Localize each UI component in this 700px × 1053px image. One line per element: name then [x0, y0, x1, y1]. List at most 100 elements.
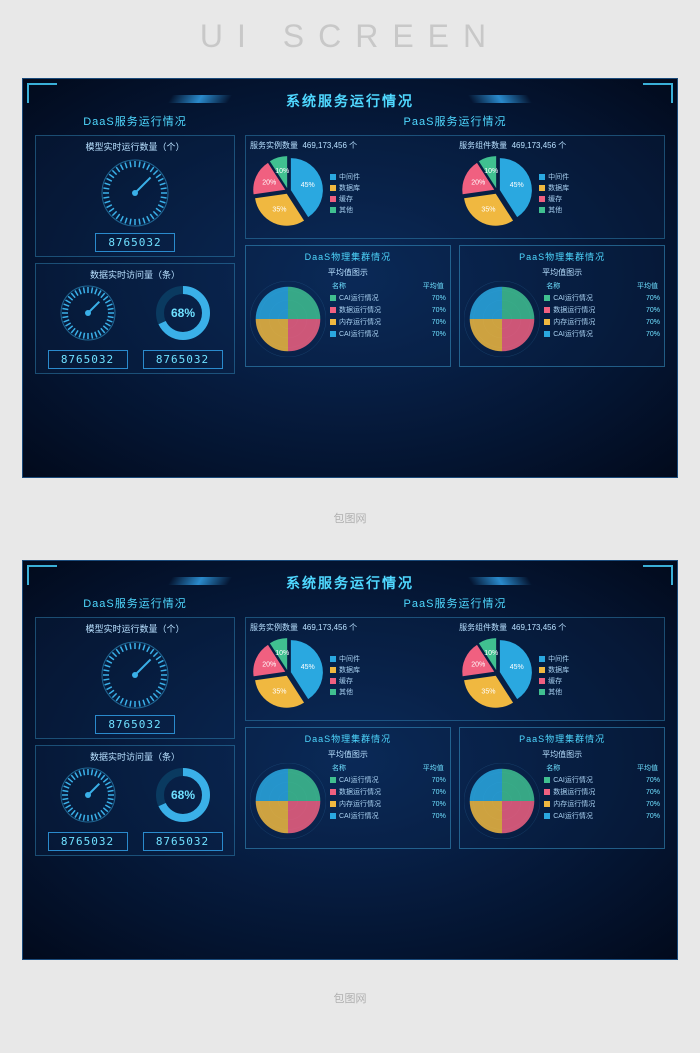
ring-value-box: 8765032	[143, 350, 223, 369]
legend-item: 缓存	[539, 194, 569, 204]
cluster-avg-label: 平均值图示	[250, 267, 446, 278]
left-section: DaaS服务运行情况 模型实时运行数量（个） 8765032 数据实时访问量（条…	[35, 113, 235, 374]
cluster-legend: 名称平均值 CAI运行情况70%数据运行情况70%内存运行情况70%CAI运行情…	[330, 763, 446, 844]
cluster-radar-chart	[250, 281, 330, 362]
cluster-row: 数据运行情况70%	[330, 787, 446, 797]
cluster-panel: DaaS物理集群情况 平均值图示 名称平均值 CAI运行情况70%数据运行情况7…	[245, 727, 451, 849]
svg-text:35%: 35%	[272, 689, 286, 696]
svg-text:20%: 20%	[471, 661, 485, 668]
legend-item: 中间件	[330, 172, 360, 182]
gauge-value-box: 8765032	[95, 233, 175, 252]
pie-head-value: 469,173,456 个	[512, 623, 567, 632]
gauge-value-box: 8765032	[95, 715, 175, 734]
gauge-chart	[40, 159, 230, 227]
cluster-title: PaaS物理集群情况	[464, 250, 660, 263]
cluster-row: 数据运行情况70%	[544, 305, 660, 315]
cluster-panel: PaaS物理集群情况 平均值图示 名称平均值 CAI运行情况70%数据运行情况7…	[459, 727, 665, 849]
cluster-row-wrap: DaaS物理集群情况 平均值图示 名称平均值 CAI运行情况70%数据运行情况7…	[245, 245, 665, 367]
cluster-row: 内存运行情况70%	[330, 317, 446, 327]
pie-chart-block: 服务组件数量 469,173,456 个 45% 35% 20% 10% 中间件数据库…	[459, 622, 660, 716]
cluster-row: 内存运行情况70%	[544, 799, 660, 809]
svg-text:20%: 20%	[262, 661, 276, 668]
gauge-label: 数据实时访问量（条）	[40, 750, 230, 763]
main-title-bar: 系统服务运行情况	[210, 569, 490, 597]
corner-decoration-icon	[27, 565, 77, 595]
cluster-panel: PaaS物理集群情况 平均值图示 名称平均值 CAI运行情况70%数据运行情况7…	[459, 245, 665, 367]
pie-chart-block: 服务实例数量 469,173,456 个 45%35%20%10% 中间件数据库…	[250, 622, 451, 716]
legend-item: 中间件	[330, 654, 360, 664]
cluster-avg-label: 平均值图示	[464, 267, 660, 278]
pie-chart: 45% 35% 20% 10%	[250, 635, 326, 716]
svg-text:35%: 35%	[482, 207, 496, 214]
cluster-title: DaaS物理集群情况	[250, 250, 446, 263]
cluster-row: CAI运行情况70%	[544, 775, 660, 785]
gauge-label: 模型实时运行数量（个）	[40, 622, 230, 635]
cluster-radar-chart	[464, 281, 544, 362]
pie-chart-block: 服务组件数量 469,173,456 个 45%35%20%10% 中间件数据库…	[459, 140, 660, 234]
cluster-title: PaaS物理集群情况	[464, 732, 660, 745]
left-panel-title: DaaS服务运行情况	[35, 113, 235, 129]
pie-head-value: 469,173,456 个	[302, 141, 357, 150]
gauge-chart	[40, 641, 230, 709]
gauge-value-box: 8765032	[48, 350, 128, 369]
gauge-label: 模型实时运行数量（个）	[40, 140, 230, 153]
legend-item: 其他	[330, 205, 360, 215]
cluster-title: DaaS物理集群情况	[250, 732, 446, 745]
svg-text:45%: 45%	[301, 182, 315, 189]
right-panel-title: PaaS服务运行情况	[245, 595, 665, 611]
legend-item: 数据库	[330, 665, 360, 675]
left-panel-title: DaaS服务运行情况	[35, 595, 235, 611]
svg-text:10%: 10%	[275, 168, 289, 175]
cluster-radar-chart	[464, 763, 544, 844]
gauge-panel-top: 模型实时运行数量（个） 8765032	[35, 135, 235, 257]
legend-item: 数据库	[539, 183, 569, 193]
site-watermark: 包图网	[334, 510, 367, 526]
gauge-panel-bottom: 数据实时访问量（条） 8765032 68% 8765032	[35, 745, 235, 856]
svg-text:35%: 35%	[482, 689, 496, 696]
dashboard-preview-top: 系统服务运行情况 DaaS服务运行情况 模型实时运行数量（个） 8765032 …	[22, 78, 678, 478]
legend-item: 缓存	[539, 676, 569, 686]
svg-text:45%: 45%	[510, 664, 524, 671]
cluster-row: 数据运行情况70%	[544, 787, 660, 797]
pie-legend: 中间件数据库缓存其他	[330, 171, 360, 216]
legend-item: 其他	[330, 687, 360, 697]
svg-text:10%: 10%	[484, 650, 498, 657]
page-watermark: UI SCREEN	[200, 18, 500, 55]
svg-text:10%: 10%	[484, 168, 498, 175]
cluster-row: CAI运行情况70%	[330, 329, 446, 339]
right-panel-title: PaaS服务运行情况	[245, 113, 665, 129]
main-title: 系统服务运行情况	[210, 87, 490, 115]
legend-item: 缓存	[330, 676, 360, 686]
pie-head-label: 服务组件数量	[459, 623, 507, 632]
corner-decoration-icon	[623, 83, 673, 113]
left-section: DaaS服务运行情况 模型实时运行数量（个） 8765032 数据实时访问量（条…	[35, 595, 235, 856]
corner-decoration-icon	[623, 565, 673, 595]
svg-text:20%: 20%	[471, 179, 485, 186]
gauge-value-box: 8765032	[48, 832, 128, 851]
legend-item: 数据库	[330, 183, 360, 193]
pie-panel: 服务实例数量 469,173,456 个 45%35%20%10% 中间件数据库…	[245, 617, 665, 721]
cluster-row: CAI运行情况70%	[330, 775, 446, 785]
pie-legend: 中间件数据库缓存其他	[330, 653, 360, 698]
main-title-bar: 系统服务运行情况	[210, 87, 490, 115]
legend-item: 中间件	[539, 172, 569, 182]
legend-item: 数据库	[539, 665, 569, 675]
legend-item: 缓存	[330, 194, 360, 204]
pie-panel: 服务实例数量 469,173,456 个 45%35%20%10% 中间件数据库…	[245, 135, 665, 239]
cluster-row: 内存运行情况70%	[330, 799, 446, 809]
cluster-legend: 名称平均值 CAI运行情况70%数据运行情况70%内存运行情况70%CAI运行情…	[330, 281, 446, 362]
cluster-row: CAI运行情况70%	[330, 293, 446, 303]
progress-ring: 68%	[155, 285, 211, 346]
legend-item: 其他	[539, 205, 569, 215]
svg-text:20%: 20%	[262, 179, 276, 186]
main-title: 系统服务运行情况	[210, 569, 490, 597]
pie-head-label: 服务组件数量	[459, 141, 507, 150]
cluster-row: 数据运行情况70%	[330, 305, 446, 315]
dashboard-preview-bottom: 系统服务运行情况 DaaS服务运行情况 模型实时运行数量（个） 8765032 …	[22, 560, 678, 960]
svg-text:45%: 45%	[301, 664, 315, 671]
svg-text:35%: 35%	[272, 207, 286, 214]
svg-text:10%: 10%	[275, 650, 289, 657]
pie-head-label: 服务实例数量	[250, 623, 298, 632]
legend-item: 中间件	[539, 654, 569, 664]
right-section: PaaS服务运行情况 服务实例数量 469,173,456 个 45%35%20…	[245, 113, 665, 367]
